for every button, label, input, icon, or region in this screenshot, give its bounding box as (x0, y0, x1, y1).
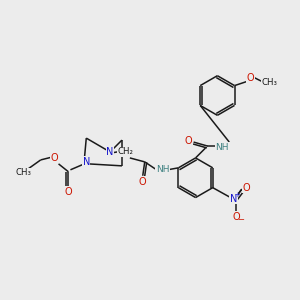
Text: N: N (82, 157, 90, 167)
Text: O: O (243, 183, 250, 193)
Text: −: − (237, 215, 244, 224)
Text: NH: NH (216, 142, 229, 152)
Text: CH₃: CH₃ (261, 78, 277, 87)
Text: O: O (185, 136, 193, 146)
Text: CH₂: CH₂ (118, 148, 134, 157)
Text: O: O (233, 212, 240, 222)
Text: CH₃: CH₃ (16, 168, 32, 177)
Text: O: O (139, 177, 147, 187)
Text: O: O (51, 153, 58, 163)
Text: O: O (247, 73, 254, 83)
Text: N: N (106, 147, 114, 157)
Text: O: O (64, 187, 72, 196)
Text: NH: NH (156, 165, 169, 174)
Text: N: N (230, 194, 237, 203)
Text: +: + (235, 192, 240, 198)
